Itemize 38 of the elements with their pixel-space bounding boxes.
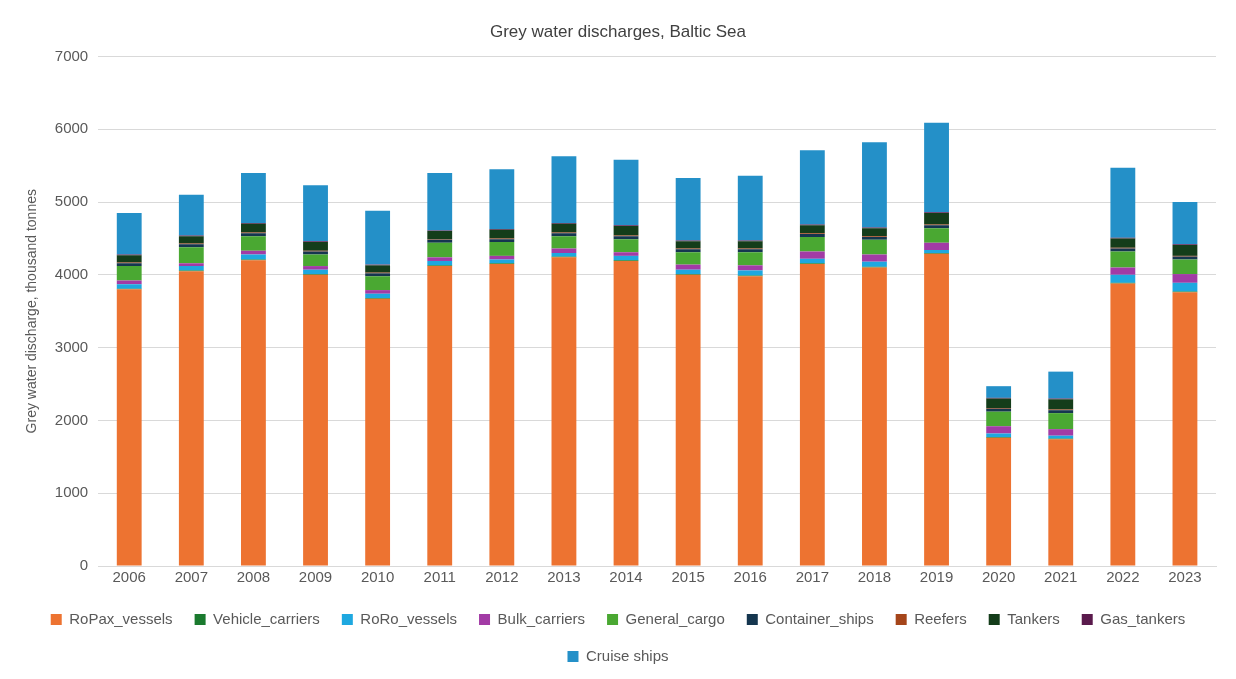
x-tick-label: 2020: [981, 568, 1016, 586]
chart-title: Grey water discharges, Baltic Sea: [489, 21, 747, 41]
legend-label: Bulk_carriers: [497, 609, 586, 627]
y-tick-label: 0: [79, 556, 89, 574]
x-tick-label: 2019: [919, 568, 954, 586]
x-tick-label: 2007: [174, 568, 209, 586]
y-tick-label: 2000: [54, 410, 89, 428]
x-tick-label: 2008: [236, 568, 271, 586]
x-tick-label: 2018: [857, 568, 892, 586]
legend-label: Vehicle_carriers: [213, 609, 320, 627]
y-tick-label: 6000: [54, 119, 89, 137]
x-tick-label: 2023: [1168, 568, 1202, 586]
y-tick-label: 7000: [54, 46, 89, 64]
x-tick-label: 2016: [733, 568, 767, 586]
legend-label: Cruise ships: [585, 646, 669, 664]
x-tick-label: 2013: [547, 568, 581, 586]
x-tick-label: 2010: [360, 568, 395, 586]
y-tick-label: 1000: [54, 483, 89, 501]
x-tick-label: 2014: [609, 568, 643, 586]
x-tick-label: 2012: [485, 568, 519, 586]
legend-label: Gas_tankers: [1100, 609, 1186, 627]
x-tick-label: 2017: [795, 568, 830, 586]
y-tick-label: 5000: [54, 192, 89, 210]
x-tick-label: 2006: [112, 568, 146, 586]
y-axis-title: Grey water discharge, thousand tonnes: [23, 189, 40, 434]
y-tick-label: 3000: [54, 337, 89, 355]
y-tick-label: 4000: [54, 264, 89, 282]
legend-label: RoRo_vessels: [360, 609, 458, 627]
legend-label: General_cargo: [625, 609, 725, 627]
x-tick-label: 2015: [671, 568, 705, 586]
legend-label: Tankers: [1007, 609, 1060, 627]
legend-label: Reefers: [914, 609, 967, 627]
x-tick-label: 2022: [1106, 568, 1140, 586]
legend-label: Container_ships: [765, 609, 874, 627]
x-tick-label: 2011: [423, 568, 456, 586]
x-tick-label: 2021: [1044, 568, 1078, 586]
legend-label: RoPax_vessels: [69, 609, 173, 627]
x-tick-label: 2009: [298, 568, 333, 586]
